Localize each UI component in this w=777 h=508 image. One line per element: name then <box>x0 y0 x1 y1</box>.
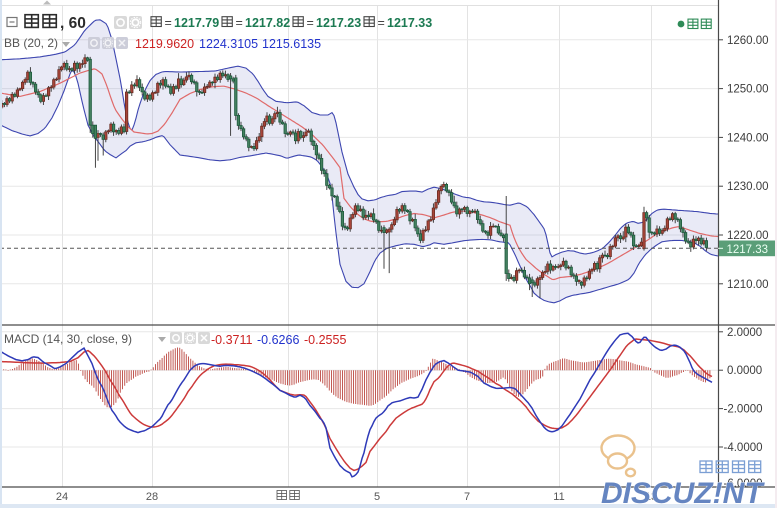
svg-text:MACD (14, 30, close, 9): MACD (14, 30, close, 9) <box>4 332 132 346</box>
svg-text:1220.00: 1220.00 <box>727 230 769 242</box>
svg-text:-0.2555: -0.2555 <box>304 333 346 347</box>
svg-text:1215.6135: 1215.6135 <box>262 37 321 51</box>
svg-text:-6.0000: -6.0000 <box>724 478 763 490</box>
svg-text:=: = <box>378 16 385 30</box>
svg-text:BB (20, 2): BB (20, 2) <box>4 36 58 50</box>
svg-text:2.0000: 2.0000 <box>727 327 762 339</box>
svg-text:-2.0000: -2.0000 <box>724 404 763 416</box>
svg-text:1217.23: 1217.23 <box>316 16 361 30</box>
svg-text:=: = <box>307 16 314 30</box>
svg-text:DISCUZ!NT: DISCUZ!NT <box>601 477 765 508</box>
svg-text:1217.82: 1217.82 <box>245 16 290 30</box>
svg-text:1217.33: 1217.33 <box>727 244 769 256</box>
svg-text:1210.00: 1210.00 <box>727 279 769 291</box>
svg-text:1260.00: 1260.00 <box>727 35 769 47</box>
svg-text:1217.33: 1217.33 <box>387 16 432 30</box>
svg-text:1219.9620: 1219.9620 <box>135 37 194 51</box>
svg-text:-0.3711: -0.3711 <box>211 333 253 347</box>
svg-text:28: 28 <box>146 491 158 503</box>
svg-text:1224.3105: 1224.3105 <box>199 37 258 51</box>
svg-text:, 60: , 60 <box>60 15 86 32</box>
svg-text:13: 13 <box>645 491 657 503</box>
svg-text:1230.00: 1230.00 <box>727 181 769 193</box>
svg-text:11: 11 <box>553 491 564 503</box>
svg-text:-4.0000: -4.0000 <box>724 442 763 454</box>
svg-text:1217.79: 1217.79 <box>174 16 219 30</box>
svg-text:1240.00: 1240.00 <box>727 132 769 144</box>
svg-text:-0.6266: -0.6266 <box>257 333 299 347</box>
svg-text:24: 24 <box>56 491 68 503</box>
svg-text:5: 5 <box>374 491 380 503</box>
svg-text:1250.00: 1250.00 <box>727 84 769 96</box>
svg-text:=: = <box>165 16 172 30</box>
svg-text:=: = <box>236 16 243 30</box>
svg-text:7: 7 <box>464 491 470 503</box>
svg-text:0.0000: 0.0000 <box>727 365 762 377</box>
